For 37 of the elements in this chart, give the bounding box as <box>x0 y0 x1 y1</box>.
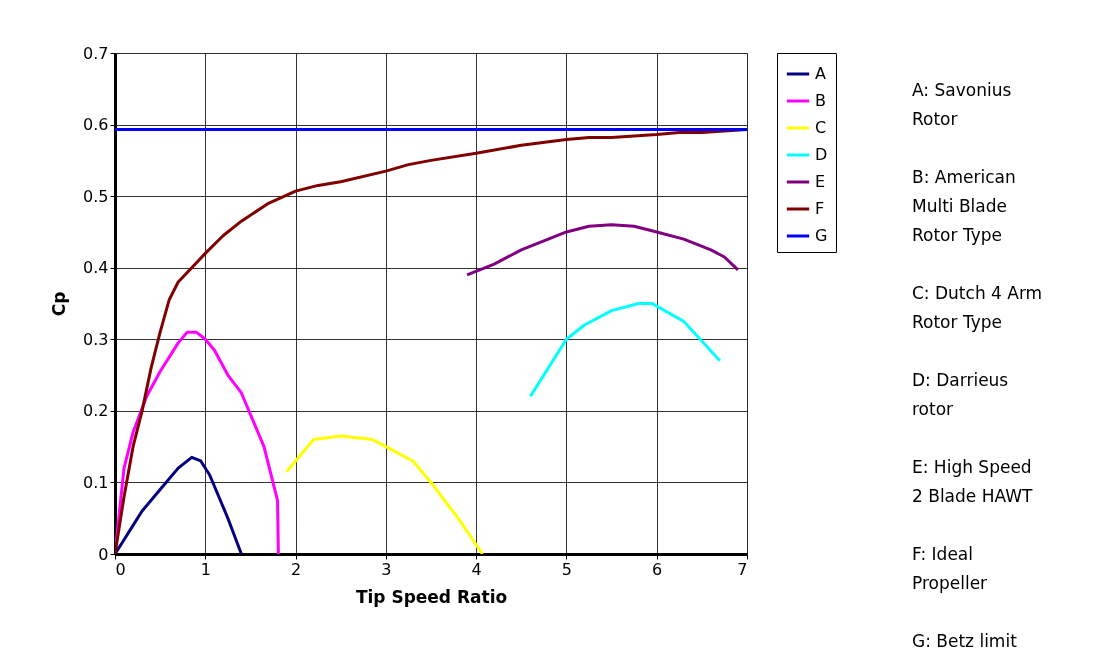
y-axis-title: Cp <box>49 291 70 317</box>
x-axis-title: Tip Speed Ratio <box>355 586 508 607</box>
x-tick-label: 1 <box>200 559 211 579</box>
y-tick-label: 0.5 <box>83 186 109 206</box>
text: C: Dutch 4 Arm Rotor Type <box>912 283 1043 332</box>
text: D: Darrieus rotor <box>912 370 1009 419</box>
text: E: High Speed 2 Blade HAWT <box>912 457 1033 506</box>
legend-label: G <box>815 226 828 245</box>
line-series <box>115 330 280 554</box>
text: G: Betz limit <box>912 631 1018 651</box>
line-series <box>285 434 484 554</box>
y-tick-label: 0.7 <box>83 43 109 63</box>
y-tick-label: 0.2 <box>83 401 109 421</box>
legend-label: B <box>815 91 826 110</box>
y-tick-label: 0.1 <box>83 472 109 492</box>
line-series <box>528 302 722 399</box>
legend-label: C <box>815 118 827 137</box>
legend-label: F <box>815 199 825 218</box>
x-tick-label: 4 <box>471 559 482 579</box>
legend-label: A <box>815 64 826 83</box>
x-tick-label: 6 <box>652 559 663 579</box>
x-tick-label: 5 <box>561 559 573 579</box>
legend-label: D <box>815 145 828 164</box>
y-tick-label: 0.3 <box>83 329 109 349</box>
text: A: Savonius Rotor <box>912 80 1012 129</box>
y-tick-label: 0 <box>98 544 109 564</box>
line-series <box>465 223 740 277</box>
legend-label: E <box>815 172 826 191</box>
text: F: Ideal Propeller <box>912 544 988 593</box>
y-tick-label: 0.6 <box>83 115 109 135</box>
line-series <box>115 455 243 554</box>
y-tick-label: 0.4 <box>83 258 109 278</box>
x-tick-label: 7 <box>737 559 748 579</box>
x-tick-label: 3 <box>381 559 392 579</box>
x-tick-label: 0 <box>115 559 126 579</box>
text: B: American Multi Blade Rotor Type <box>912 167 1016 245</box>
x-tick-label: 2 <box>290 559 302 579</box>
